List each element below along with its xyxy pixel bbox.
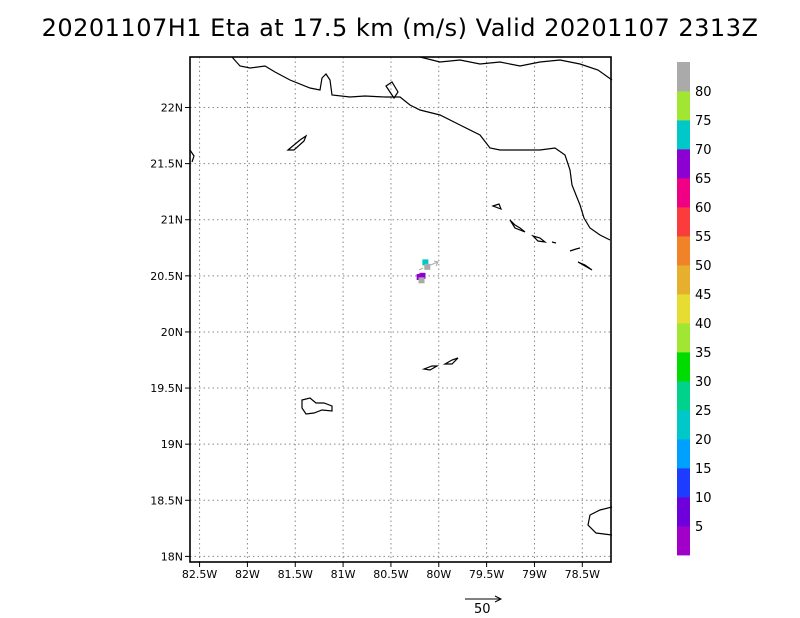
storm-wind-cell xyxy=(424,263,431,270)
colorbar-swatch xyxy=(677,323,690,353)
colorbar-swatch xyxy=(677,352,690,382)
colorbar: 5 10 15 20 25 30 35 40 45 50 55 60 65 70 75 80 xyxy=(677,62,712,556)
colorbar-swatch xyxy=(677,236,690,266)
colorbar-label: 50 xyxy=(695,259,712,274)
little-cayman xyxy=(421,365,440,371)
lat-tick-label: 19N xyxy=(161,438,183,451)
map-frame xyxy=(189,56,612,563)
lon-tick-label: 81W xyxy=(331,568,356,581)
lat-tick-label: 21.5N xyxy=(150,158,183,171)
jardines-islet-4 xyxy=(551,241,557,244)
colorbar-swatch xyxy=(677,410,690,440)
jardines-islet-6 xyxy=(577,261,593,271)
jamaica-edge xyxy=(587,506,613,536)
storm-wind-cell xyxy=(416,273,423,280)
colorbar-label: 65 xyxy=(695,172,712,187)
storm-wind-vectors xyxy=(418,260,439,271)
isla-de-la-juventud xyxy=(301,397,333,415)
jardines-islet-2 xyxy=(509,219,526,233)
colorbar-swatch xyxy=(677,207,690,237)
colorbar-swatch xyxy=(677,178,690,208)
colorbar-swatch xyxy=(677,62,690,92)
colorbar-swatch xyxy=(677,294,690,324)
colorbar-label: 60 xyxy=(695,201,712,216)
cuba-coastline xyxy=(231,56,611,241)
colorbar-label: 45 xyxy=(695,288,712,303)
colorbar-swatch xyxy=(677,265,690,295)
jardines-islet-5 xyxy=(569,247,581,252)
key-outline xyxy=(385,81,399,100)
colorbar-label: 55 xyxy=(695,230,712,245)
lat-tick-label: 20.5N xyxy=(150,270,183,283)
coastlines xyxy=(189,56,613,536)
colorbar-label: 15 xyxy=(695,462,712,477)
colorbar-swatch xyxy=(677,526,690,556)
lon-tick-label: 82W xyxy=(235,568,260,581)
lon-tick-label: 79.5W xyxy=(469,568,504,581)
lon-tick-label: 80W xyxy=(426,568,451,581)
storm-wind-cell xyxy=(422,259,429,266)
colorbar-label: 30 xyxy=(695,375,712,390)
lat-tick-label: 19.5N xyxy=(150,382,183,395)
colorbar-swatch xyxy=(677,91,690,121)
colorbar-swatch xyxy=(677,381,690,411)
cuba-north-coast xyxy=(419,56,613,81)
colorbar-label: 80 xyxy=(695,85,712,100)
colorbar-label: 10 xyxy=(695,491,712,506)
reference-arrowhead xyxy=(494,595,503,603)
colorbar-label: 35 xyxy=(695,346,712,361)
longitude-axis: 82.5W 82W 81.5W 81W 80.5W 80W 79.5W 79W 78.5W xyxy=(182,562,600,581)
reference-vector-label: 50 xyxy=(474,602,491,617)
colorbar-swatch xyxy=(677,120,690,150)
colorbar-label: 25 xyxy=(695,404,712,419)
lat-tick-label: 21N xyxy=(161,214,183,227)
colorbar-swatch xyxy=(677,497,690,527)
lat-tick-label: 22N xyxy=(161,102,183,115)
jardines-islet-1 xyxy=(491,203,503,211)
colorbar-label: 5 xyxy=(695,520,703,535)
map-title: 20201107H1 Eta at 17.5 km (m/s) Valid 20… xyxy=(41,14,759,42)
lat-tick-label: 18N xyxy=(161,550,183,563)
wind-vector-arrow xyxy=(427,260,439,267)
lat-tick-label: 18.5N xyxy=(150,494,183,507)
colorbar-label: 20 xyxy=(695,433,712,448)
colorbar-swatch xyxy=(677,468,690,498)
coast-west-edge xyxy=(189,149,195,163)
colorbar-label: 40 xyxy=(695,317,712,332)
storm-wind-cell xyxy=(418,277,425,284)
reference-vector: 50 xyxy=(465,595,503,617)
jardines-islet-3 xyxy=(530,234,548,243)
cayo-largo xyxy=(286,134,308,151)
lat-lon-grid xyxy=(190,57,611,562)
lon-tick-label: 82.5W xyxy=(182,568,217,581)
colorbar-label: 75 xyxy=(695,114,712,129)
lon-tick-label: 80.5W xyxy=(373,568,408,581)
colorbar-label: 70 xyxy=(695,143,712,158)
colorbar-swatch xyxy=(677,149,690,179)
colorbar-swatch xyxy=(677,439,690,469)
lon-tick-label: 81.5W xyxy=(278,568,313,581)
lon-tick-label: 79W xyxy=(522,568,547,581)
storm-wind-field xyxy=(416,259,431,284)
lat-tick-label: 20N xyxy=(161,326,183,339)
latitude-axis: 22N 21.5N 21N 20.5N 20N 19.5N 19N 18.5N 18N xyxy=(150,102,190,563)
cayman-brac xyxy=(442,357,459,365)
lon-tick-label: 78.5W xyxy=(565,568,600,581)
wind-vector-arrow xyxy=(418,267,424,271)
